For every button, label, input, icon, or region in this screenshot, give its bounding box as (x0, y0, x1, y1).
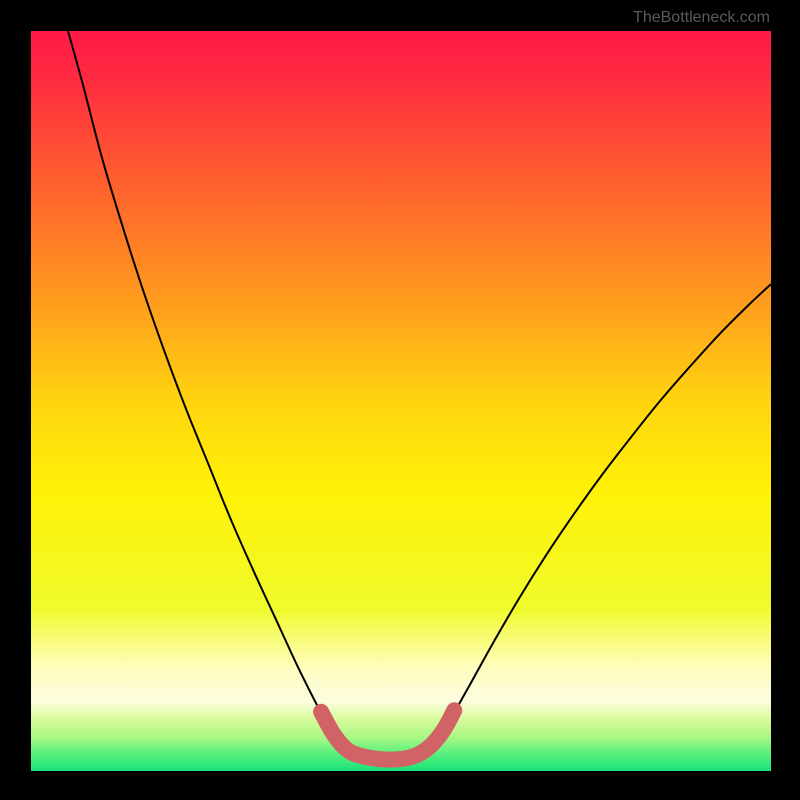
plot-area (31, 31, 771, 771)
watermark-text: TheBottleneck.com (633, 9, 770, 27)
accent-segment (321, 710, 454, 759)
plot-overlay (31, 31, 771, 771)
bottleneck-curve (68, 31, 771, 759)
figure-canvas: TheBottleneck.com (0, 0, 800, 800)
